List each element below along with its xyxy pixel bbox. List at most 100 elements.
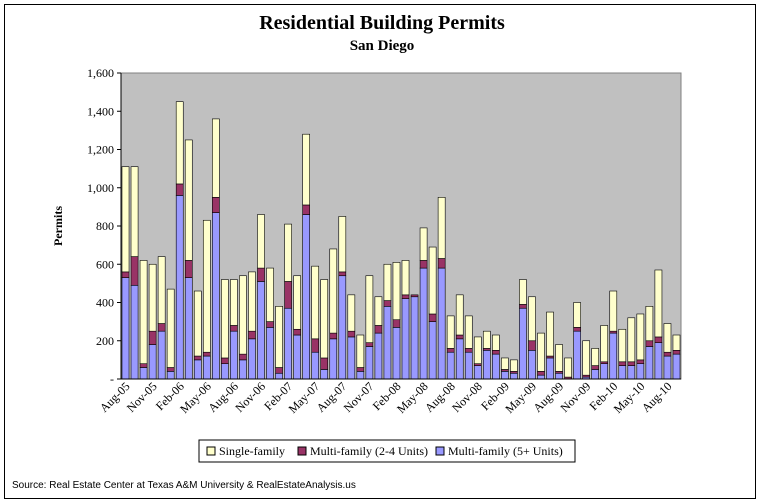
bar-multi24 bbox=[257, 267, 265, 282]
y-tick-label: 1,600 bbox=[87, 66, 114, 80]
bar-multi5 bbox=[157, 330, 166, 380]
legend-swatch-multi24 bbox=[297, 446, 307, 456]
x-tick-label: Nov-08 bbox=[449, 379, 485, 415]
bar-single bbox=[609, 290, 618, 332]
bar-single bbox=[419, 227, 428, 261]
bar-multi24 bbox=[645, 340, 654, 347]
bar-single bbox=[473, 336, 482, 364]
bar-single bbox=[537, 332, 545, 372]
bar-single bbox=[482, 330, 491, 349]
bar-multi5 bbox=[221, 363, 229, 380]
bar-multi5 bbox=[248, 338, 256, 380]
x-tick-label: May-10 bbox=[611, 379, 648, 416]
legend: Single-family Multi-family (2-4 Units) M… bbox=[198, 439, 576, 463]
bar-multi5 bbox=[193, 359, 202, 380]
y-tick-label: 1,200 bbox=[87, 143, 114, 157]
bar-single bbox=[239, 275, 247, 355]
bar-multi5 bbox=[428, 321, 437, 380]
bar-multi5 bbox=[446, 351, 455, 380]
bar-multi24 bbox=[320, 357, 329, 370]
bar-multi5 bbox=[356, 371, 365, 380]
bar-single bbox=[528, 296, 536, 342]
bar-multi5 bbox=[148, 344, 157, 380]
bar-single bbox=[591, 348, 600, 366]
bar-single bbox=[573, 302, 581, 328]
chart-subtitle: San Diego bbox=[350, 38, 415, 54]
bar-multi24 bbox=[239, 353, 247, 361]
bar-single bbox=[302, 133, 310, 206]
bar-multi24 bbox=[212, 197, 220, 213]
y-tick-label: 800 bbox=[96, 219, 114, 233]
bar-single bbox=[148, 263, 157, 332]
bar-single bbox=[618, 328, 627, 363]
bar-multi5 bbox=[212, 212, 220, 380]
bar-multi5 bbox=[464, 351, 473, 380]
bars-group bbox=[121, 101, 681, 380]
bar-single bbox=[275, 306, 283, 368]
bar-multi24 bbox=[121, 271, 130, 278]
bar-multi5 bbox=[573, 330, 581, 380]
x-tick-label: May-07 bbox=[286, 379, 323, 416]
bar-multi5 bbox=[139, 367, 148, 380]
bar-single bbox=[401, 260, 410, 296]
bar-multi5 bbox=[383, 306, 392, 380]
bar-multi24 bbox=[437, 258, 446, 269]
bar-multi24 bbox=[654, 336, 663, 343]
bar-multi24 bbox=[528, 340, 536, 351]
bar-multi24 bbox=[374, 325, 383, 334]
y-tick-label: 400 bbox=[96, 296, 114, 310]
bar-multi5 bbox=[555, 372, 563, 380]
bar-single bbox=[184, 139, 193, 261]
bar-multi24 bbox=[356, 367, 365, 372]
bar-single bbox=[600, 325, 609, 363]
bar-multi5 bbox=[293, 334, 301, 380]
bar-single bbox=[121, 166, 130, 273]
legend-label-multi24: Multi-family (2-4 Units) bbox=[310, 444, 428, 458]
bar-single bbox=[510, 359, 518, 372]
bar-single bbox=[555, 344, 563, 372]
bar-single bbox=[392, 262, 401, 321]
bar-multi24 bbox=[410, 294, 419, 298]
bar-multi5 bbox=[410, 296, 419, 380]
chart-title: Residential Building Permits bbox=[259, 12, 505, 34]
bar-multi5 bbox=[266, 327, 274, 380]
bar-multi24 bbox=[311, 338, 320, 353]
bar-single bbox=[130, 166, 139, 257]
bar-multi24 bbox=[672, 350, 681, 355]
x-tick-label: May-08 bbox=[394, 379, 431, 416]
bar-multi5 bbox=[347, 336, 356, 380]
bar-multi5 bbox=[591, 369, 600, 380]
bar-single bbox=[663, 323, 672, 353]
x-tick-label: Nov-06 bbox=[232, 379, 268, 415]
bar-single bbox=[582, 340, 590, 376]
bar-multi5 bbox=[401, 298, 410, 380]
bar-multi5 bbox=[302, 214, 310, 380]
bar-multi24 bbox=[338, 271, 347, 277]
bar-multi5 bbox=[482, 350, 491, 380]
bar-multi24 bbox=[329, 332, 338, 340]
legend-swatch-multi5 bbox=[435, 446, 445, 456]
x-tick-label: Nov-09 bbox=[557, 379, 593, 415]
bar-multi24 bbox=[636, 359, 645, 365]
bar-multi5 bbox=[284, 307, 292, 380]
bar-single bbox=[492, 334, 500, 351]
bar-multi5 bbox=[311, 351, 320, 380]
bar-multi5 bbox=[654, 342, 663, 380]
x-tick-label: May-09 bbox=[502, 379, 539, 416]
bar-single bbox=[257, 214, 265, 269]
y-axis-label: Permits bbox=[51, 206, 65, 246]
bar-multi5 bbox=[365, 346, 374, 380]
bar-multi24 bbox=[428, 313, 437, 322]
bar-single bbox=[157, 256, 166, 324]
bar-multi5 bbox=[455, 338, 464, 380]
bar-single bbox=[139, 260, 148, 364]
bar-multi24 bbox=[455, 334, 464, 340]
bar-multi24 bbox=[248, 330, 256, 340]
bar-multi24 bbox=[293, 328, 301, 336]
bar-single bbox=[166, 288, 175, 368]
bar-single bbox=[347, 294, 356, 332]
bar-multi5 bbox=[320, 369, 329, 380]
bar-multi5 bbox=[492, 353, 500, 380]
bar-multi5 bbox=[501, 371, 509, 380]
